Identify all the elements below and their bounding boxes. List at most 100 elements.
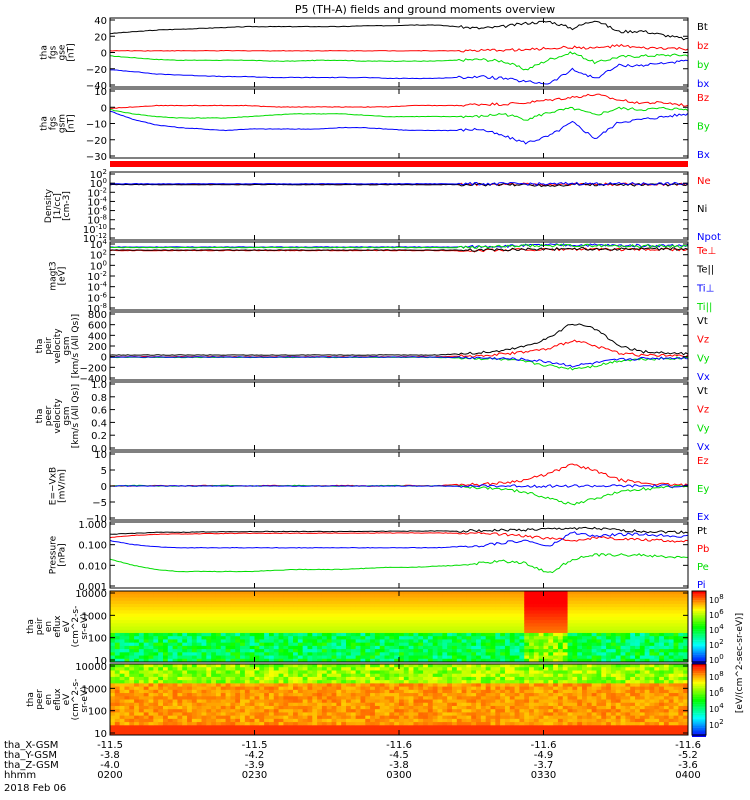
colorbar-swatch <box>692 656 706 659</box>
colorbar-swatch <box>692 693 706 696</box>
series-line-fgs_gse-bx <box>109 59 689 85</box>
legend-entry-Vz: Vz <box>697 405 709 416</box>
series-line-efield-Ey <box>109 484 689 506</box>
y-tick-label: 10-8 <box>87 214 107 227</box>
legend-entry-Bz: Bz <box>697 93 709 104</box>
series-line-efield-Ez <box>110 463 689 487</box>
panel-ylabel-peer_eflux: sr-eV) <box>80 686 90 712</box>
colorbar-tick-label: 106 <box>709 608 724 620</box>
colorbar-tick-label: 100 <box>709 653 724 665</box>
colorbar-swatch <box>692 722 706 725</box>
colorbar-tick-label: 102 <box>709 638 724 650</box>
panel-ylabel-temperature: magt3 <box>49 261 59 290</box>
colorbar-swatch <box>692 621 706 624</box>
legend-entry-Ne: Ne <box>697 176 711 187</box>
colorbar-swatch <box>692 713 706 716</box>
colorbar-tick-label: 106 <box>709 686 724 698</box>
time-axis-value: -4.0 <box>100 760 120 771</box>
colorbar-swatch <box>692 676 706 679</box>
legend-entry-By: By <box>697 122 710 133</box>
panel-ylabel-peir_eflux: peir <box>35 617 45 635</box>
legend-entry-Ex: Ex <box>697 512 709 523</box>
series-line-peir_velocity-Vx <box>109 356 689 368</box>
panel-ylabel-peer_velocity: gsm <box>62 406 72 425</box>
legend-entry-Ni: Ni <box>697 204 707 215</box>
colorbar-swatch <box>692 671 706 674</box>
colorbar-tick-label: 108 <box>709 670 724 682</box>
colorbar-swatch <box>692 641 706 644</box>
colorbar-swatch <box>692 627 706 630</box>
colorbar-swatch <box>692 596 706 599</box>
panel-ylabel-peir_velocity: peir <box>44 337 54 355</box>
colorbar-swatch <box>692 634 706 637</box>
y-tick-label: 102 <box>90 168 107 181</box>
colorbar-swatch <box>692 696 706 699</box>
y-tick-label: 0 <box>101 353 107 364</box>
colorbar-swatch <box>692 625 706 628</box>
series-line-fgs_gse-bz <box>109 43 689 53</box>
legend-entry-Te||: Te|| <box>696 265 714 276</box>
panel-ylabel-density: Density <box>44 188 54 223</box>
panel-ylabel-peer_eflux: en <box>44 694 54 705</box>
legend-entry-Vy: Vy <box>697 353 710 364</box>
colorbar-swatch <box>692 709 706 712</box>
legend-entry-Vx: Vx <box>697 442 710 453</box>
y-tick-label: 100 <box>90 259 107 272</box>
time-axis-value: -3.7 <box>534 760 554 771</box>
colorbar-swatch <box>692 607 706 610</box>
y-tick-label: 5 <box>101 466 107 477</box>
panel-ylabel-peir_eflux: sr-eV) <box>80 613 90 639</box>
colorbar-swatch <box>692 631 706 634</box>
colorbar-swatch <box>692 620 706 623</box>
colorbar-swatch <box>692 616 706 619</box>
time-axis-row-label: tha_Y-GSM <box>4 750 57 761</box>
y-tick-label: 100 <box>88 707 107 718</box>
colorbar-swatch <box>692 664 706 666</box>
y-tick-label: 10-10 <box>83 223 107 236</box>
colorbar-frame <box>691 663 707 736</box>
time-axis-value: -4.2 <box>245 750 265 761</box>
time-axis-value: -3.8 <box>389 760 409 771</box>
legend-entry-Pb: Pb <box>697 544 709 555</box>
y-tick-label: 1.000 <box>78 520 107 531</box>
panel-peir_eflux: 10000 1000 100 10 tha peir en eflux eV (cm^2-s-sr… <box>26 589 689 667</box>
series-line-fgs_gsm-Bx <box>109 110 689 145</box>
panel-ylabel-peir_eflux: eflux <box>53 615 63 638</box>
y-tick-label: 0.010 <box>78 561 107 572</box>
colorbar-swatch <box>692 720 706 723</box>
colorbar-swatch <box>692 601 706 604</box>
panel-ylabel-efield: [mV/m] <box>58 469 68 503</box>
panel-ylabel-pressure: [nPa] <box>58 543 68 566</box>
panel-peer_eflux: 10000 1000 100 10 tha peer en eflux eV (cm^2-s-sr… <box>26 662 689 740</box>
panel-ylabel-fgs_gsm: gsm <box>58 114 68 133</box>
colorbar-swatch <box>692 694 706 697</box>
panel-ylabel-peer_eflux: eV <box>62 693 72 706</box>
panel-ylabel-peir_velocity: [km/s (All Qs)] <box>71 314 81 378</box>
legend-entry-Pe: Pe <box>697 562 709 573</box>
y-tick-label: 0.2 <box>91 431 107 442</box>
panel-fgs_gsm: 10 0 −10 −20 −30 tha fgs gsm [nT] Bz By Bx <box>40 87 710 163</box>
y-tick-label: 10 <box>94 450 107 461</box>
y-tick-label: −20 <box>86 136 107 147</box>
series-line-pressure-Pi <box>109 531 689 549</box>
y-tick-label: 10-8 <box>87 302 107 315</box>
y-tick-label: 200 <box>88 342 107 353</box>
panel-ylabel-peir_eflux: tha <box>26 619 36 634</box>
colorbar-swatch <box>692 704 706 707</box>
legend-entry-Vt: Vt <box>697 316 708 327</box>
panel-ylabel-peir_velocity: tha <box>35 339 45 354</box>
y-tick-label: −200 <box>80 363 107 374</box>
time-axis-value: -11.6 <box>386 740 412 751</box>
date-label: 2018 Feb 06 <box>4 783 66 794</box>
y-tick-label: 1000 <box>82 611 107 622</box>
y-tick-label: 10-4 <box>87 281 107 294</box>
time-axis-row-label: tha_Z-GSM <box>4 760 59 771</box>
colorbar-swatch <box>692 700 706 703</box>
colorbar: 108 106 104 102 100 108 106 104 102 [eV/(cm^2-sec… <box>691 590 745 737</box>
series-line-pressure-Pe <box>109 553 688 574</box>
panel-frame <box>109 381 689 451</box>
panel-ylabel-temperature: [eV] <box>58 267 68 286</box>
legend-entry-Vz: Vz <box>697 335 709 346</box>
